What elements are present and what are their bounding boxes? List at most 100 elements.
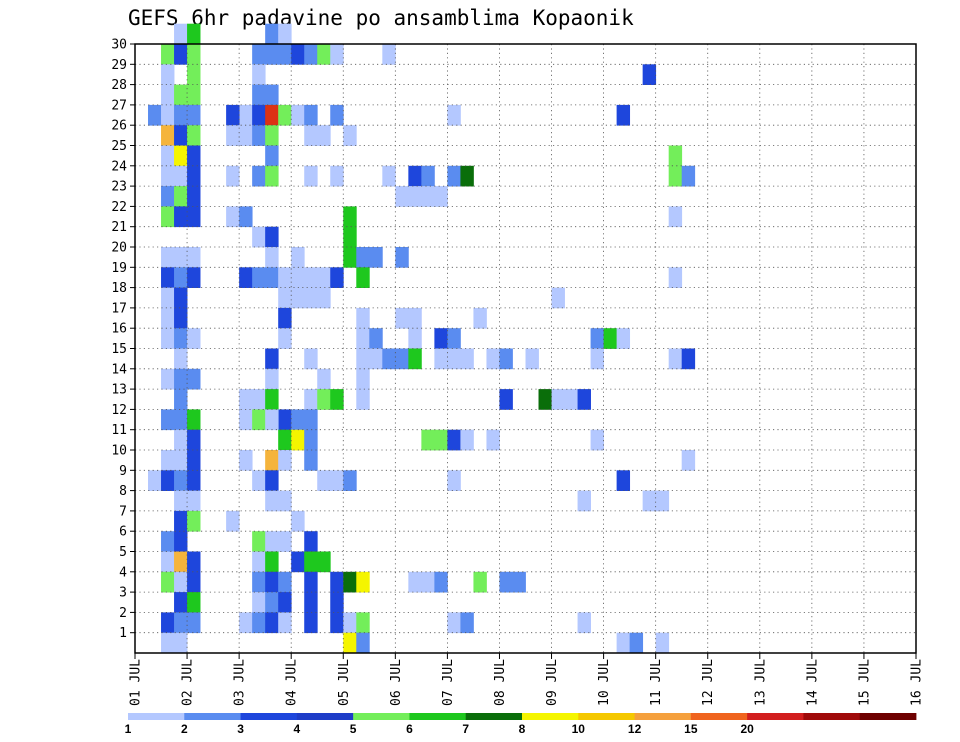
heatmap-cell	[239, 389, 253, 410]
heatmap-cell	[330, 612, 344, 634]
heatmap-cell	[304, 267, 318, 288]
y-tick-label: 2	[119, 606, 127, 621]
heatmap-cell	[226, 206, 240, 228]
heatmap-cell	[174, 368, 188, 390]
heatmap-cell	[278, 307, 292, 329]
heatmap-cell	[668, 206, 683, 228]
grid-layer	[135, 44, 916, 653]
heatmap-cell	[161, 470, 175, 491]
heatmap-cell	[161, 551, 175, 573]
heatmap-cell	[291, 104, 305, 126]
heatmap-cell	[187, 186, 201, 207]
heatmap-cell	[278, 531, 292, 552]
heatmap-cell	[265, 165, 279, 187]
heatmap-cell	[174, 267, 188, 288]
x-tick-label: 12 JUL	[701, 659, 716, 706]
heatmap-cell	[265, 348, 279, 370]
legend-label: 4	[294, 722, 301, 736]
heatmap-cell	[577, 612, 591, 634]
y-tick-label: 18	[111, 281, 127, 296]
x-tick-label: 02 JUL	[181, 659, 196, 706]
legend-swatch	[465, 713, 523, 720]
heatmap-cell	[278, 44, 292, 65]
heatmap-cell	[174, 571, 188, 593]
heatmap-cell	[265, 531, 279, 552]
heatmap-cell	[161, 571, 175, 593]
y-tick-label: 17	[111, 301, 127, 316]
heatmap-cell	[265, 104, 279, 126]
heatmap-cell	[525, 348, 539, 370]
heatmap-cell	[161, 307, 175, 329]
heatmap-cell	[161, 145, 175, 167]
heatmap-cell	[187, 206, 201, 228]
heatmap-cell	[252, 612, 266, 634]
legend-swatch	[409, 713, 467, 720]
heatmap-cell	[161, 125, 175, 146]
heatmap-cell	[187, 64, 201, 85]
heatmap-cell	[278, 571, 292, 593]
heatmap-cell	[369, 247, 383, 268]
legend-label: 15	[684, 722, 698, 736]
heatmap-cell	[291, 409, 305, 431]
heatmap-cell	[421, 186, 435, 207]
heatmap-cell	[304, 409, 318, 431]
legend-swatch	[128, 713, 185, 720]
heatmap-cell	[252, 470, 266, 491]
heatmap-cell	[304, 571, 318, 593]
legend-label: 8	[519, 722, 526, 736]
y-tick-label: 27	[111, 98, 127, 113]
heatmap-cell	[174, 490, 188, 512]
heatmap-cell	[512, 571, 526, 593]
heatmap-cell	[252, 531, 266, 552]
heatmap-cell	[369, 328, 383, 349]
heatmap-cell	[174, 429, 188, 451]
legend-label: 7	[462, 722, 469, 736]
heatmap-cell	[265, 368, 279, 390]
heatmap-cell	[499, 389, 513, 410]
heatmap-cell	[174, 531, 188, 552]
heatmap-cell	[265, 44, 279, 65]
y-tick-label: 29	[111, 58, 127, 73]
heatmap-cell	[382, 165, 396, 187]
heatmap-cell	[265, 592, 279, 613]
heatmap-cell	[473, 571, 487, 593]
heatmap-cell	[265, 409, 279, 431]
chart-title: GEFS 6hr padavine po ansamblima Kopaonik	[128, 6, 634, 30]
heatmap-cell	[187, 470, 201, 491]
legend-swatch	[296, 713, 354, 720]
heatmap-cell	[187, 551, 201, 573]
x-tick-label: 05 JUL	[337, 659, 352, 706]
heatmap-cell	[161, 44, 175, 65]
heatmap-cell	[642, 64, 657, 85]
heatmap-cell	[343, 571, 357, 593]
x-tick-label: 09 JUL	[545, 659, 560, 706]
x-tick-label: 13 JUL	[753, 659, 768, 706]
heatmap-cell	[265, 490, 279, 512]
legend-label: 20	[740, 722, 754, 736]
heatmap-cell	[304, 551, 318, 573]
heatmap-cell	[278, 612, 292, 634]
heatmap-cell	[421, 571, 435, 593]
legend-swatch	[803, 713, 861, 720]
heatmap-cell	[330, 592, 344, 613]
heatmap-cell	[304, 450, 318, 471]
y-tick-label: 3	[119, 586, 127, 601]
y-tick-label: 26	[111, 119, 127, 134]
heatmap-cell	[161, 64, 175, 85]
heatmap-cell	[499, 348, 513, 370]
heatmap-cell	[356, 247, 370, 268]
heatmap-cell	[655, 490, 670, 512]
heatmap-cell	[304, 44, 318, 65]
y-tick-label: 1	[119, 626, 127, 641]
heatmap-cell	[551, 389, 565, 410]
legend-swatch	[859, 713, 917, 720]
heatmap-cell	[265, 84, 279, 106]
heatmap-cell	[408, 328, 422, 349]
y-tick-label: 12	[111, 403, 127, 418]
heatmap-cell	[668, 267, 683, 288]
heatmap-cell	[187, 490, 201, 512]
heatmap-cell	[252, 104, 266, 126]
heatmap-cell	[187, 571, 201, 593]
heatmap-cell	[356, 368, 370, 390]
heatmap-cell	[551, 287, 565, 309]
